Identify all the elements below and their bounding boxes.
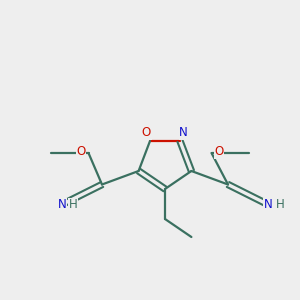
Text: N: N <box>57 198 66 211</box>
Text: N: N <box>264 198 273 211</box>
Text: N: N <box>179 126 188 139</box>
Text: O: O <box>214 145 224 158</box>
Text: H: H <box>68 198 77 211</box>
Text: H: H <box>276 198 285 211</box>
Text: O: O <box>76 145 85 158</box>
Text: O: O <box>142 126 151 139</box>
